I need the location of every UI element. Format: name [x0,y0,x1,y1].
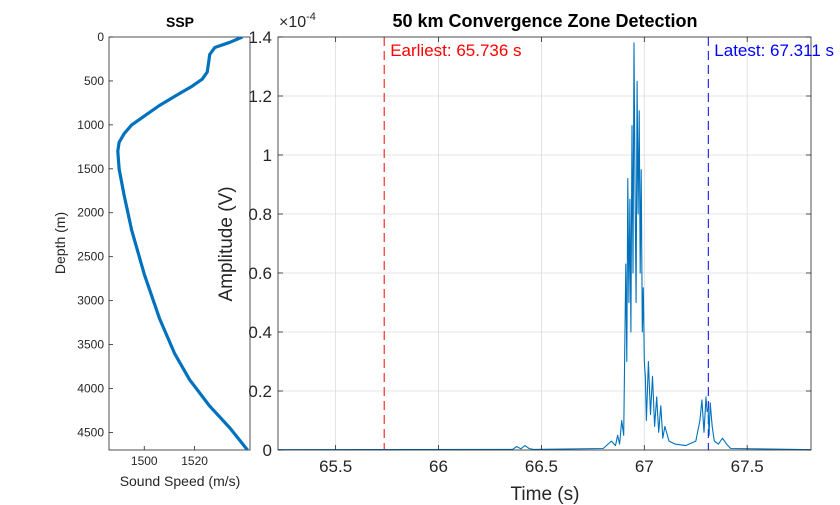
ssp-y-tick-label: 2500 [77,250,104,264]
detection-x-tick-label: 67.5 [731,457,764,476]
ssp-y-tick-label: 1000 [77,118,104,132]
detection-annotations [383,37,709,450]
detection-signal-line [278,42,811,450]
ssp-y-label: Depth (m) [52,212,68,274]
ssp-y-tick-label: 3500 [77,338,104,352]
ssp-y-tick-label: 500 [84,74,104,88]
ssp-title: SSP [166,14,194,30]
detection-title: 50 km Convergence Zone Detection [392,11,697,31]
detection-y-tick-label: 1.2 [248,87,272,106]
ssp-y-tick-label: 3000 [77,294,104,308]
detection-y-tick-label: 0.2 [248,382,272,401]
ssp-y-tick-label: 4500 [77,425,104,439]
detection-plot-area [278,37,811,450]
detection-y-tick-label: 0.4 [248,323,272,342]
detection-y-tick-label: 0.6 [248,264,272,283]
ssp-axes: 0 500 1000 1500 2000 2500 3000 3500 4000 4500 150… [52,14,251,489]
detection-x-tick-label: 67 [635,457,654,476]
ssp-y-tick-label: 0 [97,30,104,44]
detection-y-ticks: 0 0.2 0.4 0.6 0.8 1 1.2 1.4 [248,28,811,460]
ssp-profile-line [116,37,249,450]
detection-y-tick-label: 1.4 [248,28,272,47]
detection-x-tick-label: 66 [429,457,448,476]
exponent-power: -4 [306,11,316,23]
detection-x-tick-label: 66.5 [525,457,558,476]
ssp-x-tick-label: 1500 [131,454,158,468]
ssp-plot-area [108,36,251,451]
detection-y-tick-label: 1 [263,146,272,165]
detection-annotation-labels: Earliest: 65.736 s Latest: 67.311 s [390,41,834,60]
ssp-y-tick-label: 2000 [77,206,104,220]
detection-x-ticks: 65.5 66 66.5 67 67.5 [319,37,764,476]
detection-y-label: Amplitude (V) [216,186,237,301]
earliest-arrival-label: Earliest: 65.736 s [390,41,521,60]
ssp-y-tick-label: 4000 [77,381,104,395]
detection-axes: 0 0.2 0.4 0.6 0.8 1 1.2 1.4 65.5 66 66.5 67 67.5 Ea… [216,11,834,505]
detection-x-label: Time (s) [511,484,580,505]
ssp-y-tick-label: 1500 [77,162,104,176]
detection-y-tick-label: 0 [263,441,272,460]
detection-exponent-label: ×10-4 [279,11,316,31]
exponent-base: ×10 [279,14,306,31]
detection-y-tick-label: 0.8 [248,205,272,224]
ssp-x-tick-label: 1520 [181,454,208,468]
ssp-x-ticks: 1500 1520 [131,446,208,468]
ssp-x-label: Sound Speed (m/s) [120,473,241,489]
ssp-y-ticks: 0 500 1000 1500 2000 2500 3000 3500 4000 4500 [77,30,113,439]
detection-axes-box [277,36,812,451]
detection-x-tick-label: 65.5 [319,457,352,476]
latest-arrival-label: Latest: 67.311 s [714,41,834,60]
